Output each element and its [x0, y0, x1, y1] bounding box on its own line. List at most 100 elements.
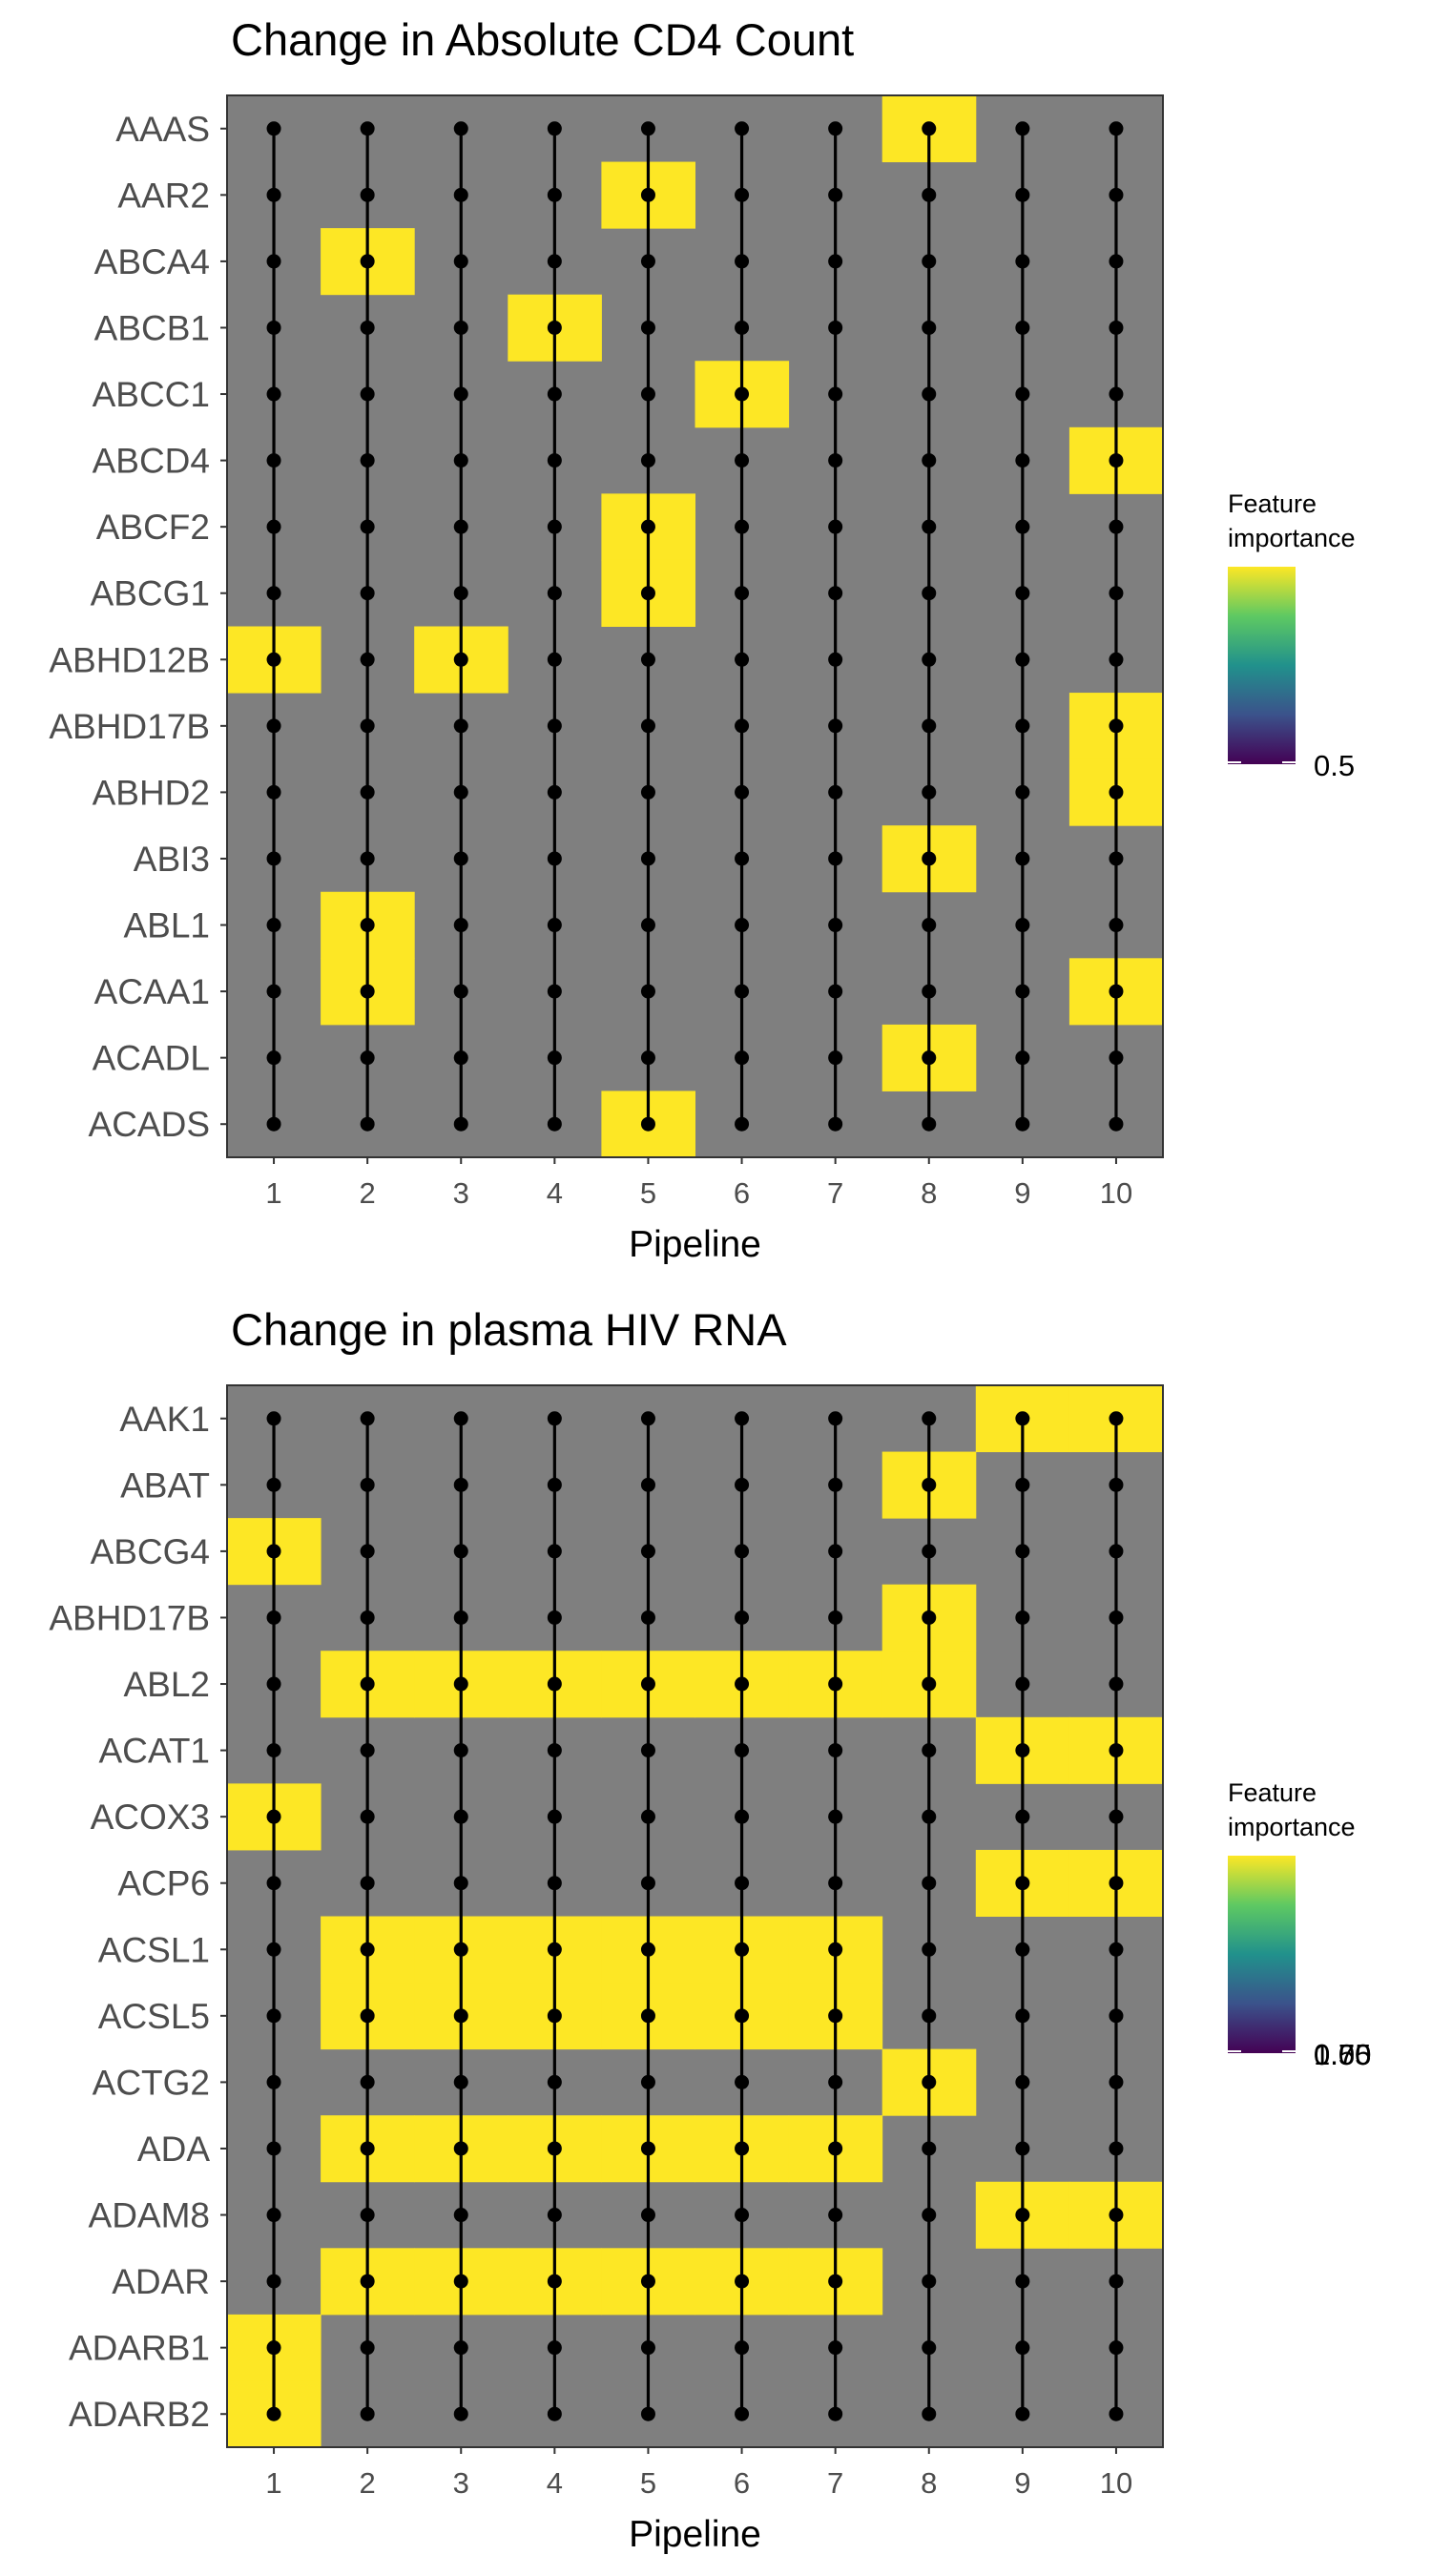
point-ACSL5-3 [453, 2008, 468, 2024]
point-ABHD17B-3 [453, 1610, 468, 1625]
point-ABHD17B-8 [922, 718, 937, 734]
point-ACP6-2 [360, 1876, 375, 1891]
point-ACSL1-9 [1015, 1942, 1030, 1957]
point-ADAM8-9 [1015, 2208, 1030, 2223]
point-ABI3-10 [1109, 851, 1124, 866]
point-AAAS-6 [735, 121, 750, 136]
point-ADARB2-5 [640, 2406, 655, 2421]
point-ABL1-1 [266, 918, 281, 933]
chart-title: Change in plasma HIV RNA [231, 1304, 787, 1355]
legend-title-line: importance [1228, 1813, 1356, 1841]
point-ACADS-5 [640, 1116, 655, 1132]
point-ABCG1-8 [922, 586, 937, 601]
point-ABCG4-10 [1109, 1544, 1124, 1559]
point-ABL2-2 [360, 1676, 375, 1692]
point-ABCF2-4 [547, 519, 562, 534]
y-tick-label-ABCG1: ABCG1 [91, 574, 210, 613]
x-tick-label-4: 4 [547, 2466, 563, 2500]
point-ABHD2-3 [453, 784, 468, 800]
point-ABAT-5 [640, 1477, 655, 1492]
point-ACAT1-5 [640, 1743, 655, 1758]
x-tick-label-1: 1 [265, 2466, 281, 2500]
point-ABHD12B-8 [922, 652, 937, 667]
y-tick-label-ACSL1: ACSL1 [98, 1930, 210, 1969]
y-tick-label-AAAS: AAAS [115, 110, 210, 149]
point-ACSL1-1 [266, 1942, 281, 1957]
point-AAAS-5 [640, 121, 655, 136]
point-ACAT1-1 [266, 1743, 281, 1758]
point-ABHD17B-2 [360, 718, 375, 734]
point-ABHD2-6 [735, 784, 750, 800]
point-ADARB1-8 [922, 2340, 937, 2356]
point-ACSL1-5 [640, 1942, 655, 1957]
point-ADARB2-2 [360, 2406, 375, 2421]
point-ADARB1-2 [360, 2340, 375, 2356]
point-AAAS-10 [1109, 121, 1124, 136]
point-ACADS-10 [1109, 1116, 1124, 1132]
point-ADAR-4 [547, 2274, 562, 2289]
point-ADA-3 [453, 2141, 468, 2156]
y-tick-label-ACAA1: ACAA1 [94, 972, 210, 1011]
point-ACADL-1 [266, 1050, 281, 1066]
point-ABHD17B-9 [1015, 718, 1030, 734]
point-AAK1-2 [360, 1411, 375, 1426]
point-AAR2-4 [547, 187, 562, 202]
y-tick-label-ADARB2: ADARB2 [69, 2395, 210, 2434]
legend-colorbar [1228, 567, 1296, 764]
point-AAK1-6 [735, 1411, 750, 1426]
point-ABHD17B-10 [1109, 1610, 1124, 1625]
point-ABL2-4 [547, 1676, 562, 1692]
point-ABCG4-6 [735, 1544, 750, 1559]
legend: Feature importance 0.5 [1228, 489, 1356, 782]
point-ACSL1-3 [453, 1942, 468, 1957]
point-ABCA4-5 [640, 254, 655, 269]
point-ACSL5-10 [1109, 2008, 1124, 2024]
y-tick-label-ABHD17B: ABHD17B [49, 1598, 210, 1637]
point-ABHD12B-9 [1015, 652, 1030, 667]
point-ABI3-7 [828, 851, 843, 866]
point-ABL1-6 [735, 918, 750, 933]
point-ADA-9 [1015, 2141, 1030, 2156]
point-ACSL1-6 [735, 1942, 750, 1957]
point-ABHD12B-4 [547, 652, 562, 667]
point-ABCC1-2 [360, 386, 375, 402]
point-ACTG2-3 [453, 2074, 468, 2089]
point-ACADL-7 [828, 1050, 843, 1066]
point-ADARB2-7 [828, 2406, 843, 2421]
point-AAAS-4 [547, 121, 562, 136]
point-ABHD17B-2 [360, 1610, 375, 1625]
point-ACADS-8 [922, 1116, 937, 1132]
point-ABCG4-8 [922, 1544, 937, 1559]
point-ACTG2-6 [735, 2074, 750, 2089]
point-ACAT1-2 [360, 1743, 375, 1758]
point-ADAR-8 [922, 2274, 937, 2289]
y-tick-label-ACOX3: ACOX3 [91, 1797, 210, 1837]
point-ACADL-2 [360, 1050, 375, 1066]
point-ABCG4-2 [360, 1544, 375, 1559]
point-ACSL5-9 [1015, 2008, 1030, 2024]
point-ADAR-1 [266, 2274, 281, 2289]
point-ADARB2-3 [453, 2406, 468, 2421]
point-ACAT1-3 [453, 1743, 468, 1758]
point-ABHD12B-10 [1109, 652, 1124, 667]
point-ACAA1-1 [266, 984, 281, 999]
point-ABL1-10 [1109, 918, 1124, 933]
point-ADARB2-6 [735, 2406, 750, 2421]
point-ACADS-9 [1015, 1116, 1030, 1132]
point-AAK1-8 [922, 1411, 937, 1426]
point-ACADL-6 [735, 1050, 750, 1066]
point-ABI3-2 [360, 851, 375, 866]
legend-tick-label: 1.00 [1314, 2038, 1371, 2071]
point-ABCG1-9 [1015, 586, 1030, 601]
point-ACSL5-8 [922, 2008, 937, 2024]
point-ABAT-6 [735, 1477, 750, 1492]
point-ACP6-1 [266, 1876, 281, 1891]
x-axis-title: Pipeline [629, 2514, 761, 2555]
point-ABL2-10 [1109, 1676, 1124, 1692]
legend-tick-label: 0.50 [1314, 2038, 1371, 2071]
x-tick-label-1: 1 [265, 1176, 281, 1210]
x-tick-label-4: 4 [547, 1176, 563, 1210]
point-ABCF2-8 [922, 519, 937, 534]
point-ACOX3-4 [547, 1809, 562, 1824]
point-AAR2-9 [1015, 187, 1030, 202]
